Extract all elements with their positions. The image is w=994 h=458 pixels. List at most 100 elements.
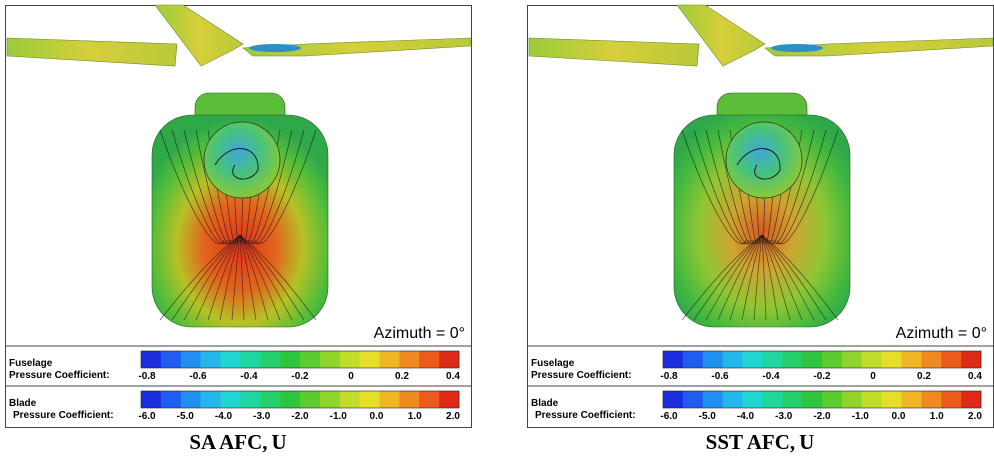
colorbar-tick-label: -2.0 (291, 411, 309, 422)
legend-title: Fuselage (531, 358, 575, 369)
streamline (239, 234, 281, 321)
streamline (239, 234, 305, 321)
colorbar-cell (762, 391, 783, 408)
azimuth-label: Azimuth = 0° (374, 325, 465, 342)
colorbar-cell (921, 351, 942, 368)
fuselage-body (151, 114, 329, 328)
colorbar-tick-label: -2.0 (813, 411, 831, 422)
streamline (776, 129, 839, 245)
streamline (753, 234, 763, 321)
streamline (693, 234, 763, 321)
colorbar-tick-label: -0.2 (291, 371, 309, 382)
streamline (214, 148, 259, 180)
colorbar-cell (961, 351, 982, 368)
colorbar-tick-label: 0.2 (395, 371, 409, 382)
colorbar-cell (663, 351, 684, 368)
colorbar-cell (260, 351, 281, 368)
streamline (239, 234, 245, 321)
colorbar-tick-label: -0.6 (189, 371, 207, 382)
colorbar-cell (339, 351, 360, 368)
streamline (693, 129, 749, 245)
streamline (183, 129, 230, 245)
legend-subtitle: Pressure Coefficient: (535, 410, 636, 421)
colorbar-cell (180, 391, 201, 408)
colorbar-tick-label: -0.2 (813, 371, 831, 382)
caption-text: SA AFC, (189, 430, 267, 454)
colorbar-cell (702, 351, 723, 368)
rotor-blade (6, 37, 178, 67)
streamline (761, 234, 827, 321)
colorbar-tick-label: -0.8 (660, 371, 678, 382)
colorbar-tick-label: 2.0 (968, 411, 982, 422)
colorbar-tick-label: -6.0 (138, 411, 156, 422)
colorbar-cell (822, 391, 843, 408)
colorbar-cell (439, 391, 460, 408)
colorbar-tick-label: 1.0 (408, 411, 422, 422)
colorbar-cell (240, 391, 261, 408)
streamline (252, 129, 305, 245)
colorbar-cell (841, 391, 863, 408)
colorbar-cell (141, 391, 162, 408)
colorbar-cell (663, 391, 684, 408)
streamline (761, 234, 779, 321)
colorbar-tick-label: -5.0 (177, 411, 195, 422)
streamline (239, 234, 257, 321)
colorbar-cell (300, 391, 321, 408)
colorbar-tick-label: 2.0 (446, 411, 460, 422)
colorbar-cell (399, 391, 420, 408)
colorbar-cell (419, 351, 440, 368)
colorbar-cell (722, 391, 743, 408)
streamline (195, 129, 232, 245)
colorbar-cell (200, 351, 221, 368)
colorbar-cell (141, 351, 162, 368)
streamline (171, 129, 227, 245)
fuselage-body (673, 114, 851, 328)
colorbar-cell (881, 391, 902, 408)
streamline (254, 129, 317, 245)
colorbar-tick-label: 0 (348, 371, 354, 382)
rotor-blade (242, 37, 472, 57)
colorbar-tick-label: -0.4 (240, 371, 258, 382)
colorbar-tick-label: 0.2 (917, 371, 931, 382)
streamline (761, 234, 815, 321)
colorbar-cell (961, 391, 982, 408)
streamline (159, 129, 225, 245)
streamline (239, 234, 317, 321)
colorbar-cell (359, 351, 380, 368)
canopy-dome (203, 121, 281, 199)
colorbar-cell (220, 391, 241, 408)
colorbar-tick-label: -0.4 (762, 371, 780, 382)
streamline (250, 129, 293, 245)
panel: Azimuth = 0° Fuselage Pressure Coefficient… (527, 4, 994, 454)
colorbar-cell (921, 391, 942, 408)
azimuth-label: Azimuth = 0° (896, 325, 987, 342)
colorbar-cell (319, 351, 341, 368)
streamline (774, 129, 827, 245)
colorbar-cell (782, 391, 803, 408)
caption: SA AFC, U (189, 430, 286, 454)
colorbar-cell (861, 391, 882, 408)
colorbar-cell (419, 391, 440, 408)
colorbar-cell (280, 391, 301, 408)
colorbar-tick-label: -4.0 (737, 411, 755, 422)
streamline (239, 234, 269, 321)
colorbar-cell (941, 351, 962, 368)
colorbar-cell (762, 351, 783, 368)
caption-text: SST AFC, (706, 430, 796, 454)
colorbar-cell (861, 351, 882, 368)
colorbar-cell (160, 351, 182, 368)
colorbar-cell (881, 351, 902, 368)
blade-hub (771, 44, 823, 52)
rotor-blade (154, 4, 244, 67)
legend-title: Blade (9, 398, 37, 409)
legend-subtitle: Pressure Coefficient: (9, 370, 110, 381)
colorbar-tick-label: 0.0 (892, 411, 906, 422)
streamline (171, 234, 241, 321)
streamline (231, 234, 241, 321)
colorbar-cell (901, 351, 922, 368)
colorbar-cell (260, 391, 281, 408)
streamline (761, 234, 803, 321)
colorbar-cell (379, 391, 400, 408)
streamline (705, 129, 752, 245)
colorbar-frame (140, 390, 460, 409)
